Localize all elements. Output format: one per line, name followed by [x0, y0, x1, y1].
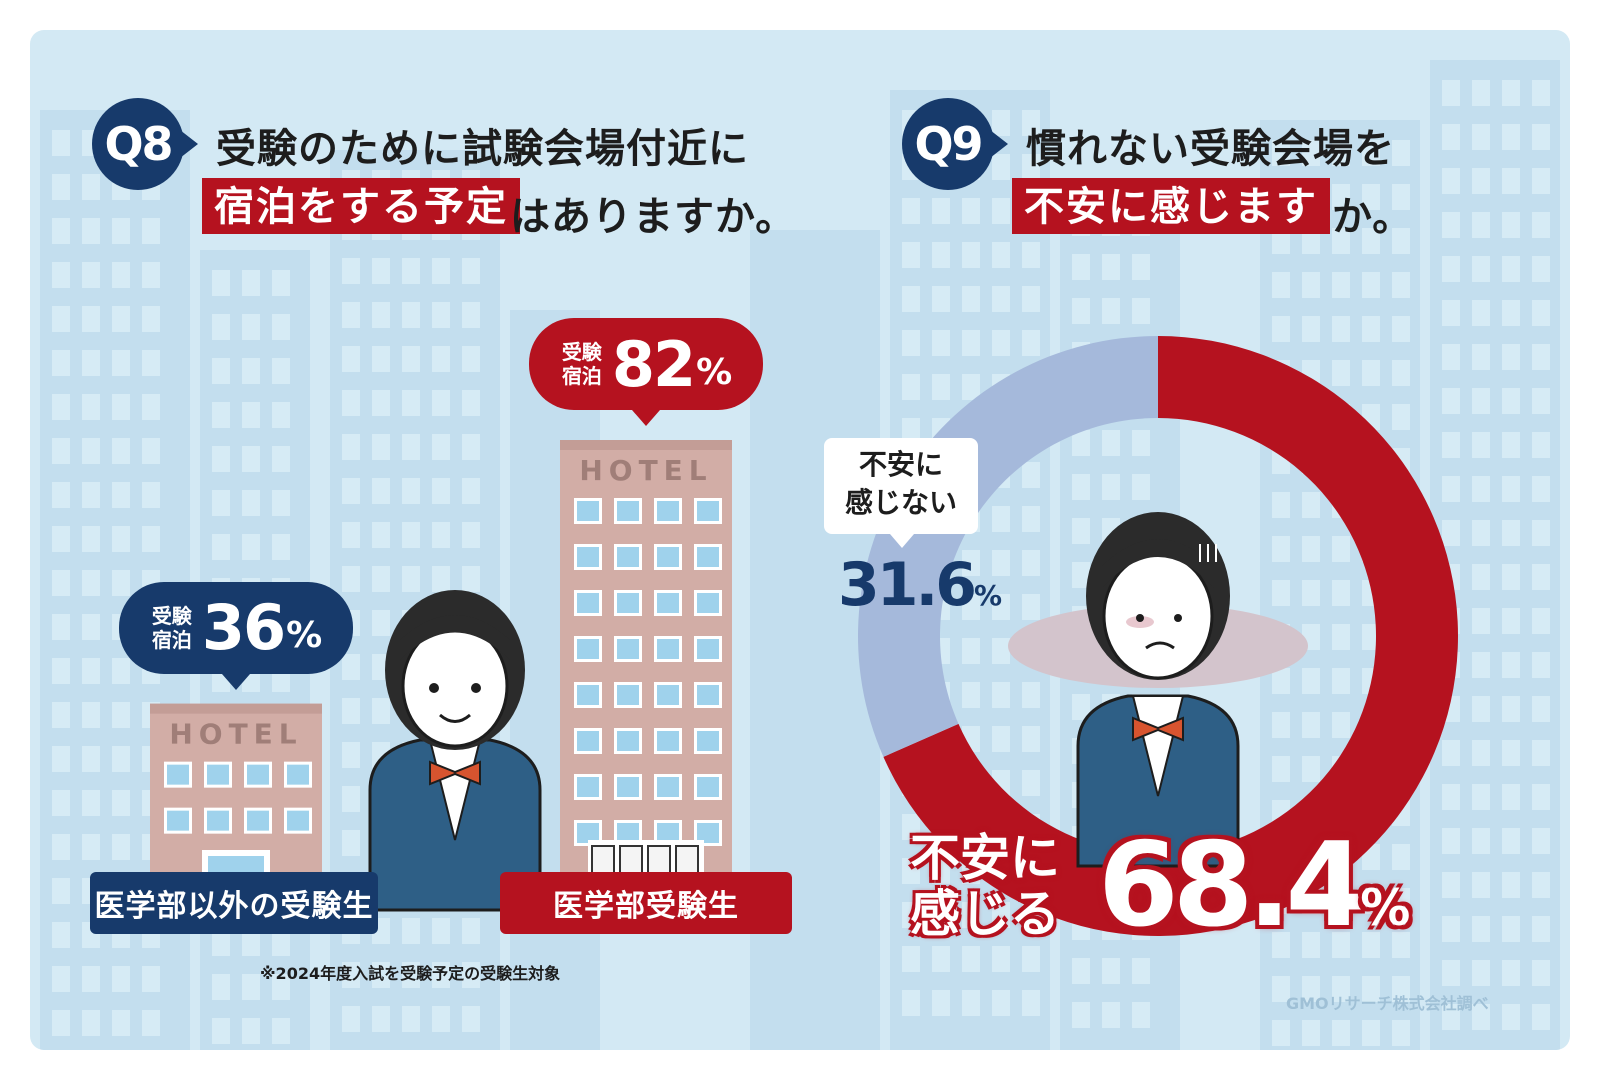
infographic-panel: Q8 受験のために試験会場付近に 宿泊をする予定 はありますか。 Q9 慣れない…: [30, 30, 1570, 1050]
bar-value-bubble-non-medical: 受験 宿泊 36 %: [119, 581, 353, 690]
building-window-glass: [697, 639, 719, 659]
survey-target-note: ※2024年度入試を受験予定の受験生対象: [260, 964, 561, 983]
building-window-glass: [617, 639, 639, 659]
bubble-label-line1: 受験: [151, 603, 192, 628]
bubble-label-line2: 宿泊: [151, 627, 192, 652]
bar-value-medical: 82: [611, 327, 696, 401]
donut-value-anxious-number: 68.4: [1098, 818, 1366, 953]
building-window-glass: [697, 685, 719, 705]
building-roof: [150, 703, 322, 714]
student-eye: [1174, 614, 1182, 622]
building-window-glass: [577, 823, 599, 843]
donut-value-not-anxious-unit: %: [974, 579, 1003, 612]
q9-badge: Q9: [902, 98, 1008, 190]
student-eye: [1136, 614, 1144, 622]
building-window-glass: [657, 685, 679, 705]
student-eye: [471, 683, 481, 693]
building-window-glass: [577, 501, 599, 521]
q9-badge-label: Q9: [914, 117, 983, 171]
building-window-glass: [617, 823, 639, 843]
bar-value-bubble-medical: 受験 宿泊 82 %: [529, 318, 763, 426]
hotel-sign: HOTEL: [169, 718, 302, 751]
building-window-glass: [617, 731, 639, 751]
student-worried-illustration: [1008, 512, 1308, 868]
building-window-glass: [207, 810, 229, 831]
q8-question-line1: 受験のために試験会場付近に: [216, 126, 749, 172]
building-window-glass: [697, 593, 719, 613]
building-window-glass: [167, 810, 189, 831]
building-window-glass: [697, 777, 719, 797]
q9-question-highlight: 不安に感じます: [1012, 178, 1330, 234]
building-window-glass: [617, 685, 639, 705]
q8-question-line2: はありますか。: [510, 194, 797, 240]
building-window-glass: [577, 685, 599, 705]
building-window-glass: [577, 731, 599, 751]
building-window-glass: [617, 777, 639, 797]
building-window-glass: [657, 823, 679, 843]
hotel-building-bar-1: HOTEL: [560, 440, 732, 911]
bar-unit-medical: %: [696, 351, 733, 393]
building-window-glass: [657, 777, 679, 797]
student-ribbon: [429, 760, 481, 786]
bubble-label-line2: 宿泊: [561, 364, 602, 388]
building-window-glass: [577, 777, 599, 797]
building-window-glass: [657, 547, 679, 567]
student-face: [1102, 552, 1214, 680]
student-smiling-illustration: [368, 590, 542, 912]
q8-badge-label: Q8: [104, 117, 173, 171]
building-window-glass: [697, 501, 719, 521]
student-smile: [439, 713, 471, 723]
building-window-glass: [697, 823, 719, 843]
building-window-glass: [247, 764, 269, 785]
q9-question-line1: 慣れない受験会場を: [1026, 126, 1395, 172]
building-window-glass: [657, 593, 679, 613]
q8-badge: Q8: [92, 98, 198, 190]
q8-question-highlight: 宿泊をする予定: [202, 178, 520, 234]
building-roof: [560, 440, 732, 450]
donut-label-not-anxious-line1: 不安に: [858, 448, 943, 481]
building-window-glass: [657, 639, 679, 659]
building-window-glass: [657, 731, 679, 751]
building-window-glass: [287, 764, 309, 785]
donut-label-anxious-line1: 不安に: [910, 829, 1060, 887]
category-label-non-medical: 医学部以外の受験生: [90, 872, 378, 934]
donut-value-not-anxious: 31.6%: [838, 550, 1002, 620]
bubble-label-line1: 受験: [561, 340, 602, 364]
building-window-glass: [167, 764, 189, 785]
building-window-glass: [577, 547, 599, 567]
donut-value-not-anxious-number: 31.6: [838, 550, 977, 620]
building-window-glass: [657, 501, 679, 521]
student-eye: [429, 683, 439, 693]
building-window-glass: [617, 501, 639, 521]
building-window-glass: [247, 810, 269, 831]
student-frown: [1145, 641, 1175, 650]
q9-question-line2: か。: [1332, 194, 1414, 240]
donut-value-anxious: 68.4%: [1098, 818, 1410, 953]
building-window-glass: [697, 731, 719, 751]
building-window-glass: [617, 593, 639, 613]
building-window-glass: [207, 764, 229, 785]
source-credit: GMOリサーチ株式会社調べ: [1286, 994, 1489, 1013]
building-window-glass: [617, 547, 639, 567]
donut-value-anxious-unit: %: [1360, 879, 1411, 937]
student-ribbon: [1132, 716, 1184, 742]
building-window-glass: [697, 547, 719, 567]
anxiety-donut-chart: [858, 336, 1458, 937]
donut-label-not-anxious-line2: 感じない: [844, 486, 957, 519]
building-window-glass: [577, 639, 599, 659]
category-label-medical: 医学部受験生: [500, 872, 792, 934]
bar-value-non-medical: 36: [201, 591, 286, 665]
donut-label-anxious-line2: 感じる: [910, 885, 1060, 943]
donut-label-not-anxious-box: 不安に 感じない: [824, 438, 978, 548]
student-shirt: [1131, 695, 1185, 797]
bar-unit-non-medical: %: [286, 615, 323, 657]
hotel-sign: HOTEL: [579, 454, 712, 487]
building-window-glass: [577, 593, 599, 613]
student-bangs: [400, 615, 510, 660]
student-bangs: [1102, 539, 1214, 588]
building-window-glass: [287, 810, 309, 831]
donut-label-anxious: 不安に 感じる: [910, 830, 1060, 942]
